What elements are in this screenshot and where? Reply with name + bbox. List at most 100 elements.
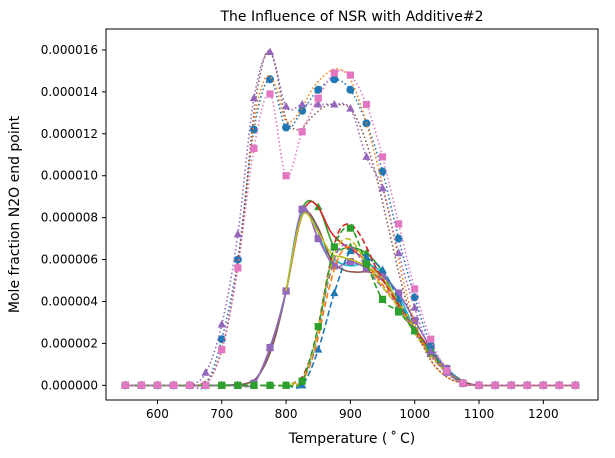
square-marker xyxy=(378,153,387,161)
series-14 xyxy=(125,50,576,387)
series-layer xyxy=(121,47,580,390)
triangle-marker xyxy=(410,303,419,311)
x-tick-label: 600 xyxy=(146,407,169,421)
triangle-marker xyxy=(281,101,291,110)
series-line xyxy=(285,212,416,330)
square-marker xyxy=(362,260,371,268)
triangle-marker xyxy=(330,99,339,108)
series-5 xyxy=(285,212,416,330)
square-marker xyxy=(539,381,547,389)
square-marker xyxy=(153,381,162,389)
triangle-marker xyxy=(201,368,210,376)
square-marker xyxy=(491,381,499,389)
circle-marker xyxy=(314,85,323,94)
square-marker xyxy=(282,172,290,180)
square-marker xyxy=(330,69,338,77)
circle-marker xyxy=(426,341,435,350)
triangle-marker xyxy=(378,265,387,274)
triangle-marker xyxy=(217,319,226,328)
square-marker xyxy=(395,289,403,297)
circle-marker xyxy=(378,167,387,176)
square-marker xyxy=(250,144,258,153)
square-marker xyxy=(411,285,419,293)
x-tick-label: 1100 xyxy=(464,407,495,421)
square-marker xyxy=(346,71,354,79)
y-tick-label: 0.000012 xyxy=(41,127,98,141)
square-marker xyxy=(314,235,322,243)
triangle-marker xyxy=(394,294,403,303)
square-marker xyxy=(298,377,306,385)
circle-marker xyxy=(394,234,403,243)
square-marker xyxy=(234,381,242,389)
square-marker xyxy=(346,224,354,232)
square-marker xyxy=(395,220,403,228)
circle-marker xyxy=(298,106,307,115)
square-marker xyxy=(346,258,354,266)
y-tick-label: 0.000008 xyxy=(41,211,98,225)
y-tick-label: 0.000004 xyxy=(41,294,98,308)
series-line xyxy=(125,51,576,388)
square-marker xyxy=(330,243,338,251)
square-marker xyxy=(202,381,210,389)
triangle-marker xyxy=(233,229,242,238)
square-marker xyxy=(314,323,322,331)
square-marker xyxy=(234,264,242,272)
square-marker xyxy=(523,381,531,389)
circle-marker xyxy=(346,85,355,94)
square-marker xyxy=(427,335,435,343)
triangle-marker xyxy=(362,248,371,257)
square-marker xyxy=(330,262,338,270)
square-marker xyxy=(507,381,515,389)
circle-marker xyxy=(266,75,274,84)
y-tick-label: 0.000014 xyxy=(41,85,98,99)
square-marker xyxy=(266,381,274,389)
square-marker xyxy=(378,295,387,303)
triangle-marker xyxy=(426,347,435,355)
triangle-marker xyxy=(330,288,339,297)
square-marker xyxy=(443,367,451,375)
triangle-marker xyxy=(362,152,371,160)
square-marker xyxy=(186,381,194,389)
x-tick-label: 800 xyxy=(275,407,298,421)
y-tick-label: 0.000010 xyxy=(41,169,98,183)
x-tick-label: 900 xyxy=(339,407,362,421)
triangle-marker xyxy=(314,99,323,108)
chart-title: The Influence of NSR with Additive#2 xyxy=(220,9,484,25)
square-marker xyxy=(266,90,274,98)
series-line xyxy=(125,50,576,387)
y-tick-label: 0.000006 xyxy=(41,253,98,267)
square-marker xyxy=(555,381,564,389)
series-16 xyxy=(121,69,580,389)
square-marker xyxy=(250,381,258,389)
square-marker xyxy=(459,379,467,387)
x-axis: 600 700 800 900 1000 1100 1200 xyxy=(146,400,559,421)
y-tick-label: 0.000002 xyxy=(41,336,98,350)
triangle-marker xyxy=(314,345,323,353)
square-marker xyxy=(475,381,483,389)
square-marker xyxy=(282,381,290,389)
x-tick-label: 700 xyxy=(210,407,233,421)
triangle-marker xyxy=(394,248,403,257)
y-axis-title: Mole fraction N2O end point xyxy=(7,115,23,313)
axes-frame xyxy=(105,28,599,401)
circle-marker xyxy=(282,123,291,132)
square-marker xyxy=(395,308,403,316)
square-marker xyxy=(266,343,274,352)
x-tick-label: 1000 xyxy=(399,407,430,421)
triangle-marker xyxy=(249,93,259,102)
square-marker xyxy=(218,346,226,354)
square-marker xyxy=(169,381,178,389)
square-marker xyxy=(121,381,129,389)
square-marker xyxy=(137,381,145,389)
circle-marker xyxy=(249,125,258,134)
triangle-marker xyxy=(378,183,387,192)
y-axis: 0.000000 0.000002 0.000004 0.000006 0.000008… xyxy=(41,43,106,392)
square-marker xyxy=(378,272,387,280)
circle-marker xyxy=(217,335,226,344)
square-marker xyxy=(298,205,306,213)
square-marker xyxy=(314,94,322,102)
square-marker xyxy=(571,381,580,389)
triangle-marker xyxy=(298,99,307,108)
x-tick-label: 1200 xyxy=(528,407,559,421)
